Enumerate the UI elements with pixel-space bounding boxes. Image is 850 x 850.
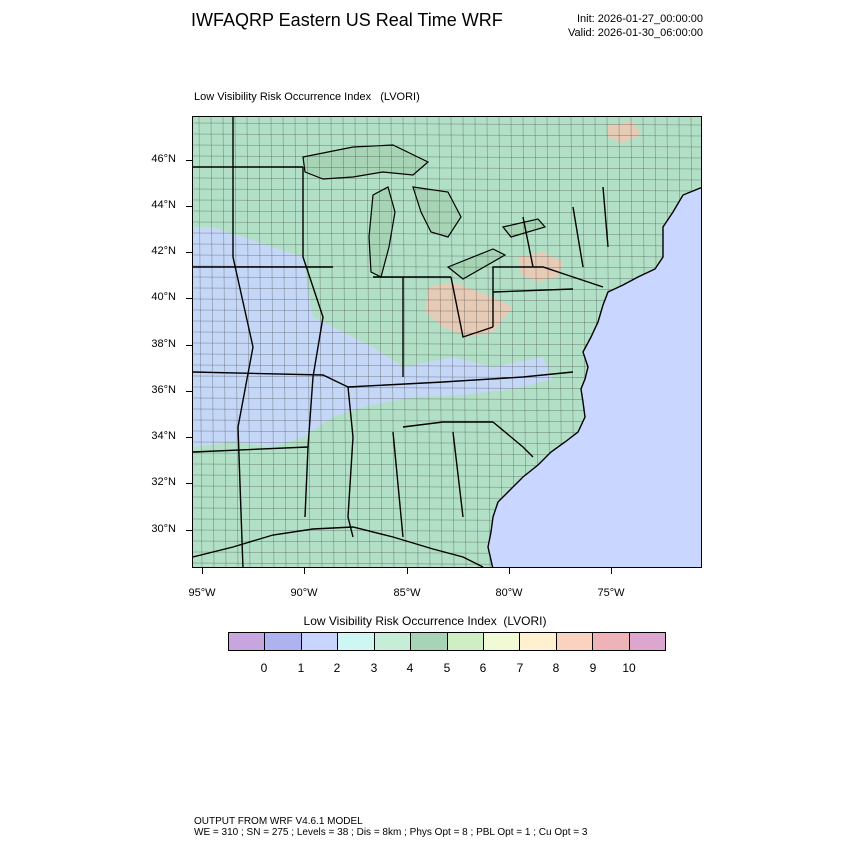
colorbar-label: 4: [406, 661, 414, 675]
coastline: [487, 187, 701, 567]
lat-label: 44°N: [151, 199, 176, 211]
colorbar: [228, 632, 666, 651]
lake-superior: [302, 144, 430, 180]
colorbar-swatch: [556, 633, 594, 650]
lat-label: 36°N: [151, 384, 176, 396]
colorbar-label: 1: [297, 661, 305, 675]
colorbar-swatch: [265, 633, 302, 650]
field-subtitle: Low Visibility Risk Occurrence Index (LV…: [194, 91, 420, 103]
lon-tick: [304, 568, 305, 574]
lat-tick: [186, 252, 192, 253]
colorbar-label: 2: [333, 661, 341, 675]
colorbar-swatch: [593, 633, 630, 650]
colorbar-swatch: [483, 633, 521, 650]
lat-label: 40°N: [151, 291, 176, 303]
lat-label: 32°N: [151, 476, 176, 488]
colorbar-swatch: [229, 633, 266, 650]
colorbar-label: 10: [622, 661, 636, 675]
colorbar-label: 7: [516, 661, 524, 675]
plot-title: IWFAQRP Eastern US Real Time WRF: [191, 10, 503, 30]
lat-label: 34°N: [151, 430, 176, 442]
lon-tick: [202, 568, 203, 574]
model-info: OUTPUT FROM WRF V4.6.1 MODEL: [194, 816, 363, 827]
lat-label: 30°N: [151, 523, 176, 535]
colorbar-label: 6: [479, 661, 487, 675]
gulf-coastline: [193, 526, 484, 567]
lat-tick: [186, 298, 192, 299]
lon-label: 95°W: [188, 587, 216, 599]
lon-tick: [611, 568, 612, 574]
lat-label: 38°N: [151, 338, 176, 350]
lat-tick: [186, 437, 192, 438]
colorbar-swatch: [301, 633, 339, 650]
lon-label: 75°W: [597, 587, 625, 599]
lvori-map: [192, 116, 702, 568]
lat-tick: [186, 530, 192, 531]
colorbar-label: 9: [589, 661, 597, 675]
valid-time: Valid: 2026-01-30_06:00:00: [568, 27, 703, 39]
low-risk-region: [193, 227, 553, 447]
colorbar-label: 3: [370, 661, 378, 675]
lat-tick: [186, 483, 192, 484]
colorbar-label: 0: [260, 661, 268, 675]
lat-label: 42°N: [151, 245, 176, 257]
colorbar-swatch: [447, 633, 484, 650]
model-config: WE = 310 ; SN = 275 ; Levels = 38 ; Dis …: [194, 827, 588, 838]
colorbar-swatch: [520, 633, 557, 650]
lat-tick: [186, 160, 192, 161]
init-time: Init: 2026-01-27_00:00:00: [577, 13, 703, 25]
colorbar-label: 8: [552, 661, 560, 675]
colorbar-label: 5: [443, 661, 451, 675]
high-risk-patch: [425, 282, 513, 337]
lon-tick: [407, 568, 408, 574]
colorbar-swatch: [374, 633, 412, 650]
lon-tick: [509, 568, 510, 574]
lat-label: 46°N: [151, 153, 176, 165]
lat-tick: [186, 345, 192, 346]
lon-label: 80°W: [495, 587, 523, 599]
lon-label: 85°W: [393, 587, 421, 599]
high-risk-patch: [608, 121, 641, 143]
colorbar-title: Low Visibility Risk Occurrence Index (LV…: [303, 614, 547, 628]
colorbar-swatch: [338, 633, 375, 650]
map-canvas: [193, 117, 701, 567]
lake-erie: [446, 248, 507, 280]
lon-label: 90°W: [290, 587, 318, 599]
lat-tick: [186, 391, 192, 392]
colorbar-swatch: [629, 633, 666, 650]
lat-tick: [186, 206, 192, 207]
lake-michigan: [368, 186, 396, 278]
colorbar-swatch: [411, 633, 448, 650]
land-area: [193, 117, 701, 567]
state-borders: [193, 117, 609, 567]
